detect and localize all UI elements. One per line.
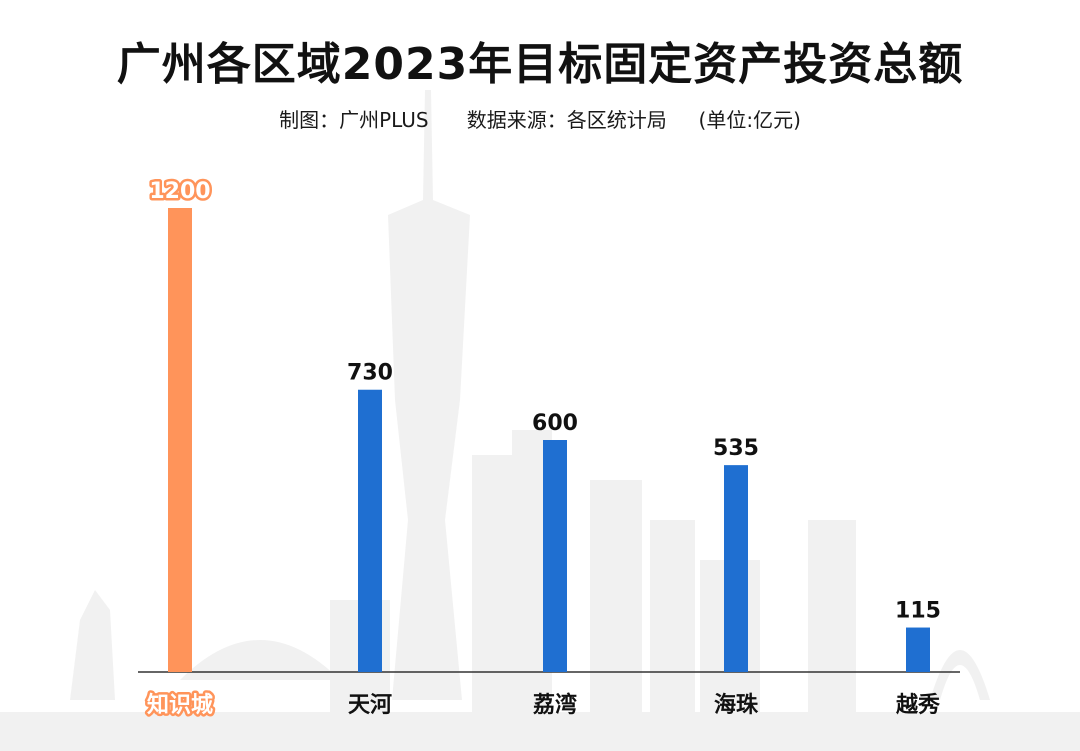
bar-4 [724,465,748,672]
bar-3 [543,440,567,672]
value-label-3: 600 [532,411,578,436]
value-label-5: 115 [895,599,941,624]
chart-subtitle: 制图：广州PLUS 数据来源：各区统计局 (单位:亿元) [279,108,801,132]
category-label-5: 越秀 [895,693,940,718]
value-label-1: 1200 [149,179,210,204]
category-label-1: 知识城 [147,692,213,718]
value-label-4: 535 [713,436,759,461]
category-label-3: 荔湾 [533,692,577,718]
bar-2 [358,389,382,672]
category-label-2: 天河 [348,693,392,718]
bar-5 [906,627,930,672]
value-label-2: 730 [347,361,393,386]
chart-title: 广州各区域2023年目标固定资产投资总额 [116,39,964,90]
bar-1 [168,208,192,672]
category-label-4: 海珠 [714,692,759,718]
